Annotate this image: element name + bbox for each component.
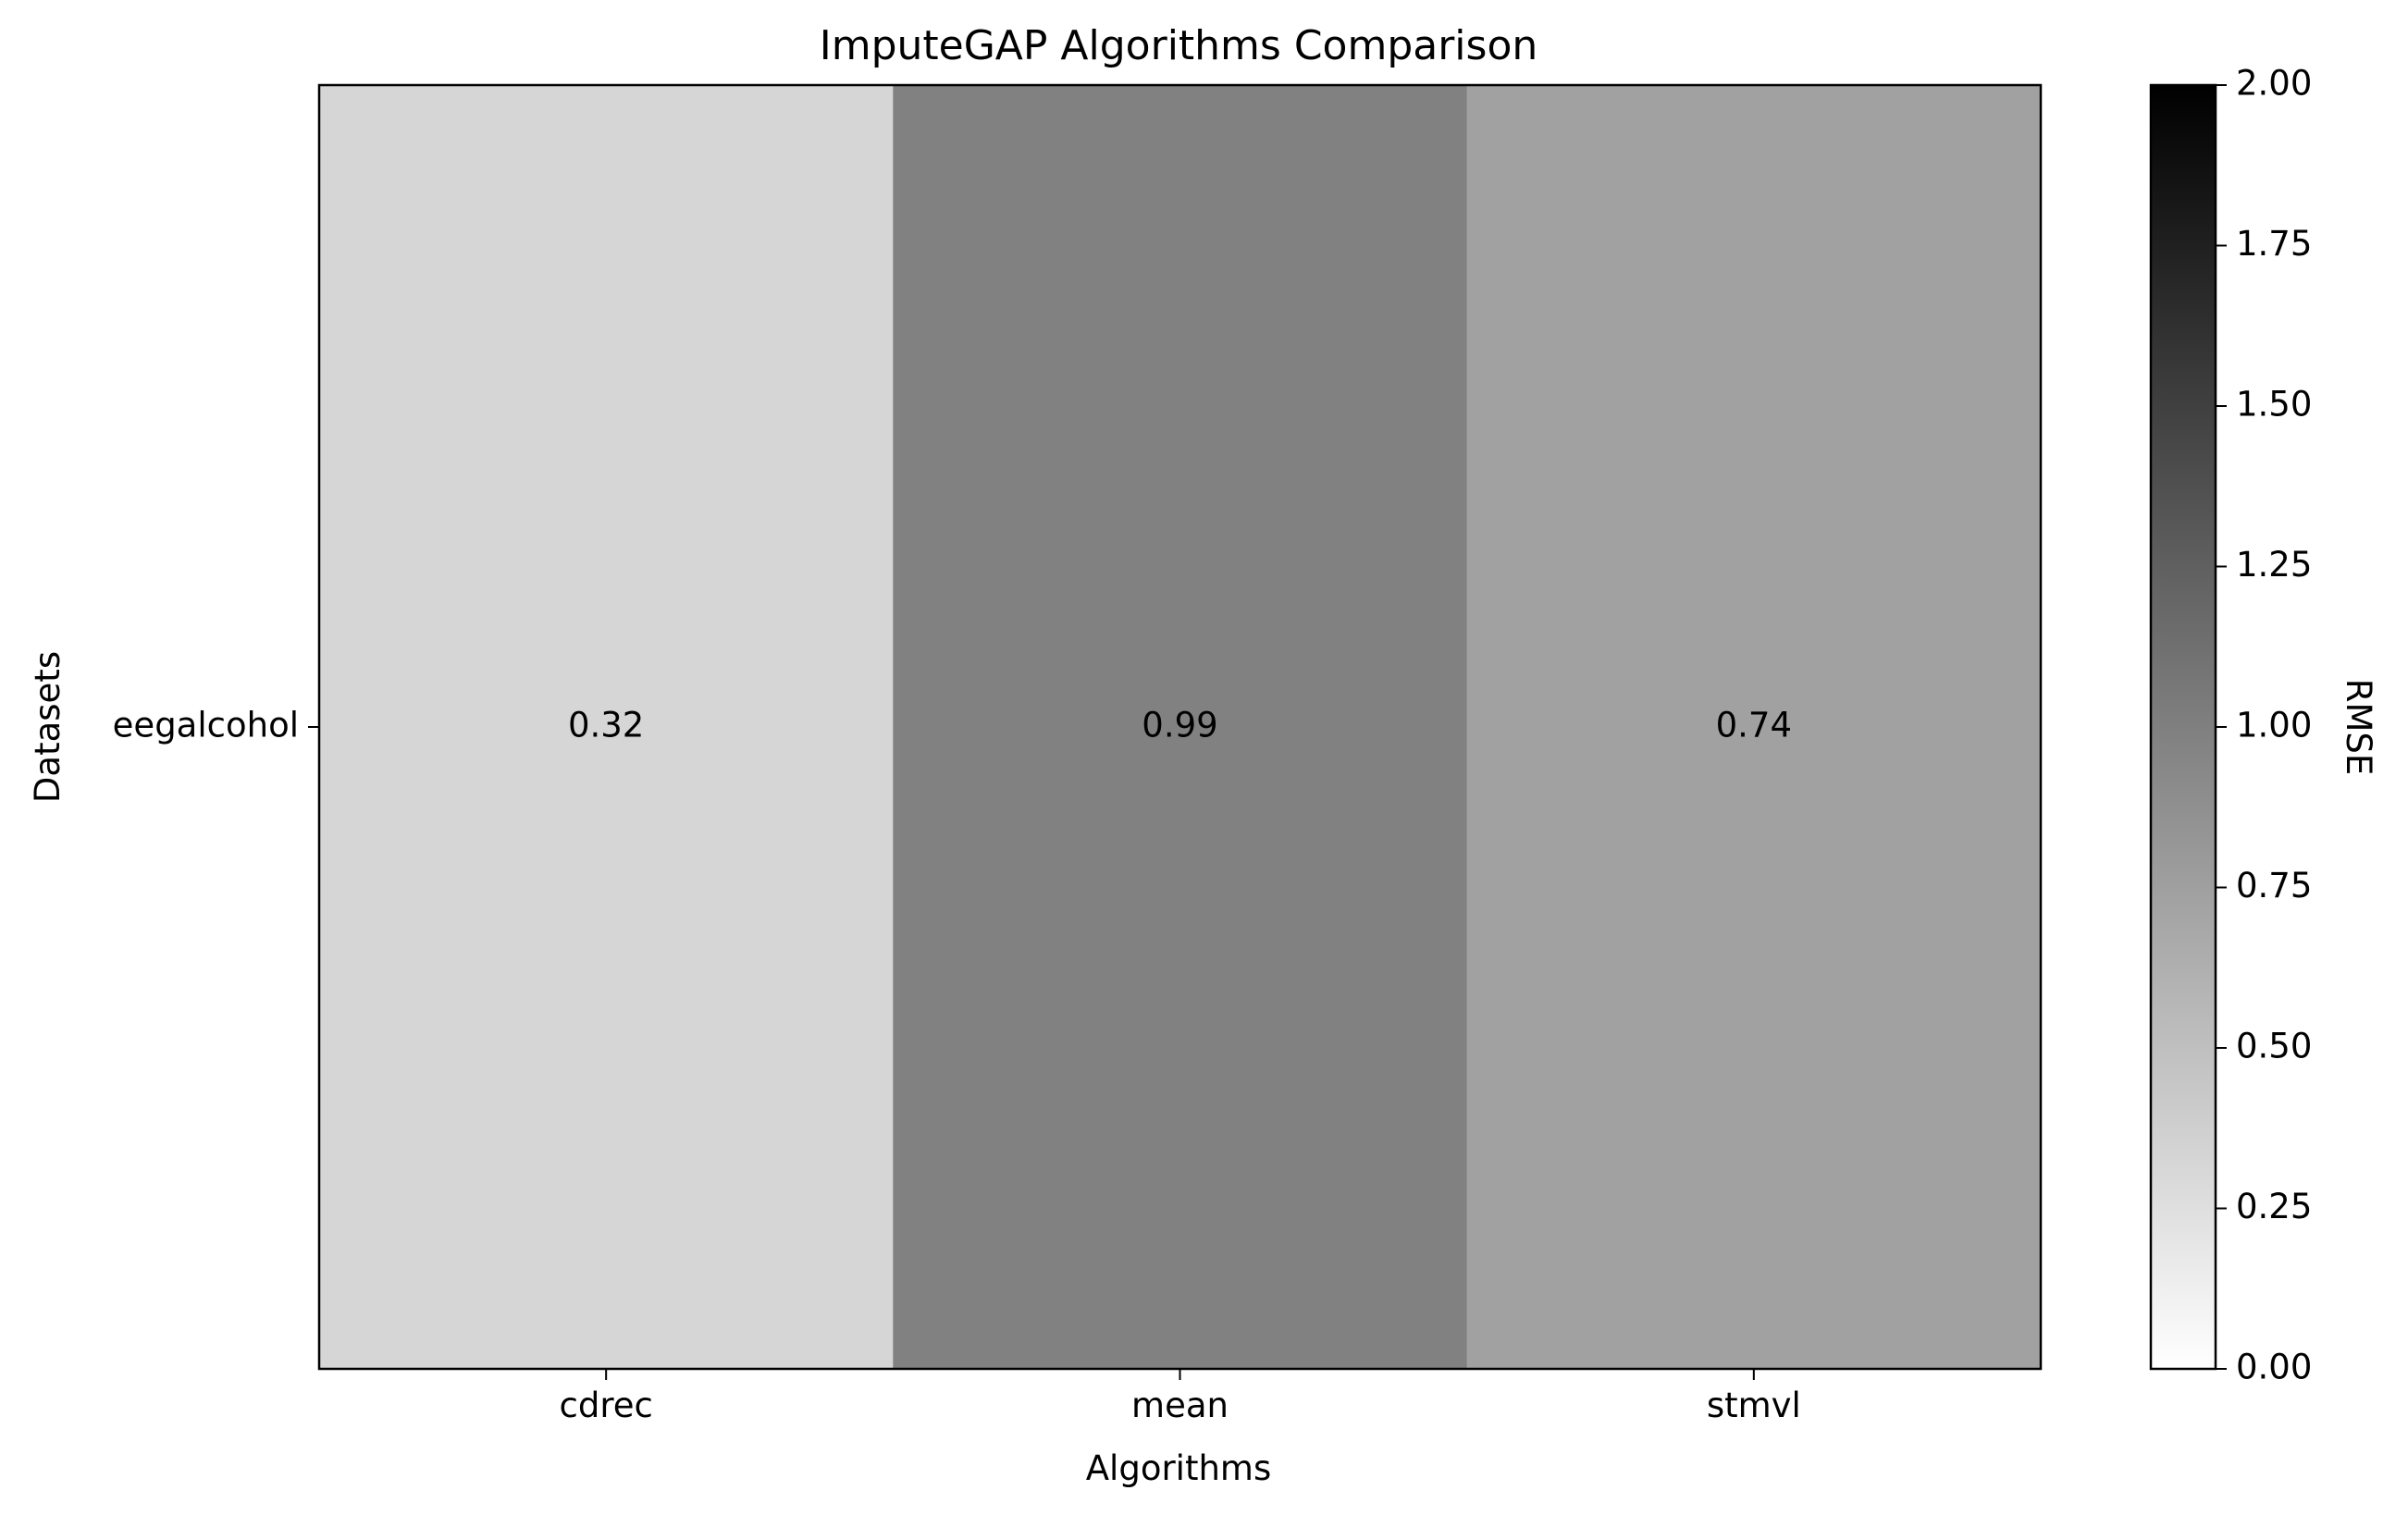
x-axis-ticks: cdrec mean stmvl (559, 1369, 1801, 1425)
colorbar-tick-label: 1.50 (2236, 385, 2312, 425)
x-axis-label: Algorithms (1086, 1448, 1271, 1488)
y-axis-ticks: eegalcohol (113, 706, 319, 745)
y-axis-label: Datasets (28, 651, 68, 803)
x-tick-label: cdrec (559, 1386, 652, 1425)
heatmap-cell (1466, 85, 2042, 1369)
colorbar-tick-label: 0.75 (2236, 866, 2312, 905)
chart-title: ImputeGAP Algorithms Comparison (820, 22, 1538, 69)
colorbar-tick-label: 1.75 (2236, 224, 2312, 264)
heatmap-cell-labels: 0.32 0.99 0.74 (568, 706, 1792, 745)
x-tick-label: stmvl (1707, 1386, 1801, 1425)
colorbar-tick-label: 0.25 (2236, 1187, 2312, 1226)
cell-value-label: 0.74 (1716, 706, 1792, 745)
colorbar-ticks: 0.00 0.25 0.50 0.75 1.00 1.25 1.50 1.75 2.00 (2216, 64, 2312, 1387)
colorbar-label: RMSE (2339, 679, 2378, 776)
cell-value-label: 0.99 (1142, 706, 1217, 745)
cell-value-label: 0.32 (568, 706, 644, 745)
colorbar-tick-label: 0.50 (2236, 1027, 2312, 1066)
colorbar (2149, 83, 2217, 1371)
heatmap-cells (319, 85, 2042, 1369)
y-tick-label: eegalcohol (113, 706, 299, 745)
colorbar-tick-label: 0.00 (2236, 1348, 2312, 1387)
x-tick-label: mean (1131, 1386, 1229, 1425)
colorbar-tick-label: 1.00 (2236, 706, 2312, 745)
heatmap-cell (319, 85, 894, 1369)
colorbar-tick-label: 2.00 (2236, 64, 2312, 104)
heatmap-cell (893, 85, 1468, 1369)
colorbar-tick-label: 1.25 (2236, 545, 2312, 585)
